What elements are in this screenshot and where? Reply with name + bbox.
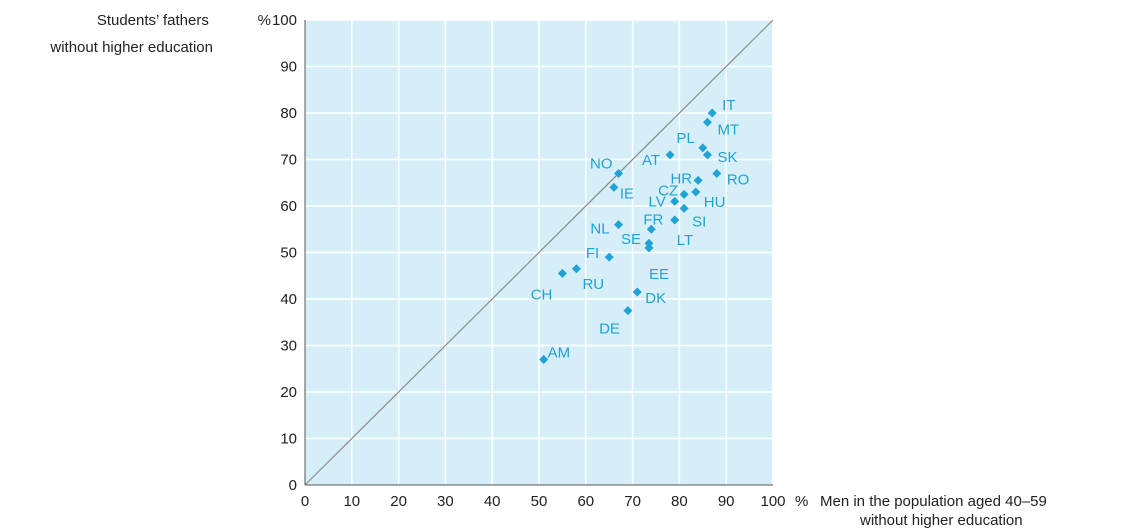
y-tick-label: 10 [280, 431, 297, 448]
point-marker [614, 220, 624, 230]
point-marker [609, 182, 619, 192]
point-marker [623, 306, 633, 316]
y-tick-labels: 0 10 20 30 40 50 60 70 80 90 100 [272, 12, 297, 494]
point-marker [702, 150, 712, 160]
point-label: IE [620, 185, 634, 202]
point-marker [702, 117, 712, 127]
y-tick-label: 30 [280, 338, 297, 355]
x-tick-label: 90 [718, 493, 735, 510]
y-tick-label: 40 [280, 291, 297, 308]
x-tick-label: 0 [301, 493, 309, 510]
point-marker [644, 238, 654, 248]
y-tick-label: 70 [280, 152, 297, 169]
y-unit-label: % [258, 12, 271, 29]
point-label: RO [727, 171, 750, 188]
x-tick-label: 30 [437, 493, 454, 510]
x-tick-label: 10 [343, 493, 360, 510]
x-tick-label: 80 [671, 493, 688, 510]
point-label: RU [582, 276, 604, 293]
point-label: AM [548, 344, 571, 361]
point-marker [644, 243, 654, 253]
point-label: NO [590, 155, 613, 172]
point-marker [665, 150, 675, 160]
point-label: AT [642, 152, 660, 169]
point-label: DE [599, 321, 620, 338]
point-label: SI [692, 213, 706, 230]
point-marker [693, 175, 703, 185]
x-tick-label: 50 [531, 493, 548, 510]
point-marker [614, 168, 624, 178]
point-label: SE [621, 231, 641, 248]
x-axis-title-line-1: Men in the population aged 40–59 [820, 493, 1047, 510]
y-axis-title-line-2: without higher education [49, 39, 213, 56]
point-label: MT [717, 121, 739, 138]
point-label: IT [722, 97, 735, 114]
x-tick-label: 60 [577, 493, 594, 510]
x-tick-label: 100 [760, 493, 785, 510]
point-label: FI [586, 245, 599, 262]
x-unit-label: % [795, 493, 808, 510]
x-axis-title: Men in the population aged 40–59 without… [820, 493, 1051, 529]
point-label: SK [717, 149, 737, 166]
point-marker [646, 224, 656, 234]
y-tick-label: 90 [280, 59, 297, 76]
point-marker [679, 203, 689, 213]
y-tick-label: 100 [272, 12, 297, 29]
point-label: DK [645, 290, 666, 307]
x-tick-label: 20 [390, 493, 407, 510]
point-label: CZ [658, 182, 678, 199]
point-marker [691, 187, 701, 197]
point-label: LT [677, 232, 693, 249]
point-marker [698, 143, 708, 153]
y-tick-label: 50 [280, 245, 297, 262]
point-label: EE [649, 266, 669, 283]
x-tick-label: 40 [484, 493, 501, 510]
point-marker [679, 189, 689, 199]
point-marker [707, 108, 717, 118]
point-marker [557, 268, 567, 278]
point-label: HU [704, 194, 726, 211]
point-marker [670, 196, 680, 206]
x-axis-title-line-2: without higher education [859, 512, 1023, 529]
x-tick-labels: 0 10 20 30 40 50 60 70 80 90 100 [301, 493, 786, 510]
y-axis-title: Students’ fathers without higher educati… [49, 12, 213, 56]
point-marker [632, 287, 642, 297]
point-label: HR [670, 170, 692, 187]
point-marker [712, 168, 722, 178]
diagonal-reference-line [304, 19, 774, 486]
y-tick-label: 80 [280, 105, 297, 122]
x-tick-label: 70 [624, 493, 641, 510]
point-marker [539, 354, 549, 364]
point-label: FR [643, 211, 663, 228]
point-label: CH [531, 286, 553, 303]
point-label: NL [590, 221, 609, 238]
point-label: PL [676, 130, 694, 147]
point-marker [604, 252, 614, 262]
y-axis-title-line-1: Students’ fathers [97, 12, 209, 29]
y-tick-label: 60 [280, 198, 297, 215]
point-marker [670, 215, 680, 225]
y-tick-label: 20 [280, 384, 297, 401]
point-marker [571, 264, 581, 274]
point-label: LV [648, 193, 665, 210]
y-tick-label: 0 [289, 477, 297, 494]
